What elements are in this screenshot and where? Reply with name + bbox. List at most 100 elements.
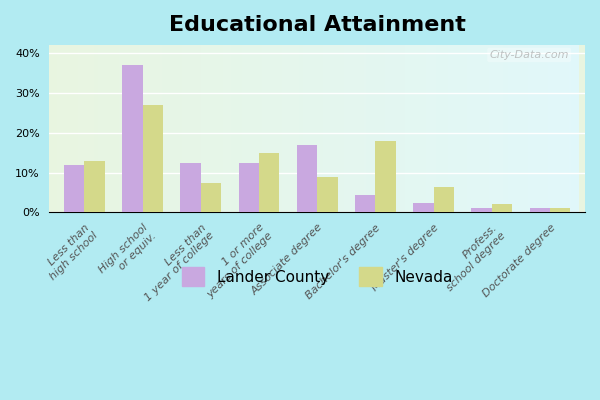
Bar (254, 45, 256, 212)
Bar (454, 45, 457, 212)
Bar (309, 45, 311, 212)
Bar (467, 45, 469, 212)
Bar (483, 45, 485, 212)
Bar (567, 45, 569, 212)
Bar (211, 45, 213, 212)
Bar (442, 45, 444, 212)
Bar (84, 45, 86, 212)
Bar (526, 45, 528, 212)
Bar (184, 45, 186, 212)
Bar (430, 45, 432, 212)
Bar (277, 45, 278, 212)
Bar (284, 45, 287, 212)
Bar (512, 45, 514, 212)
Bar (463, 45, 464, 212)
Bar (85, 161, 105, 212)
Bar (497, 45, 499, 212)
Bar (534, 45, 536, 212)
Bar (448, 45, 450, 212)
Bar (96, 45, 98, 212)
Bar (59, 45, 61, 212)
Bar (503, 45, 506, 212)
Bar (82, 45, 84, 212)
Bar (76, 45, 78, 212)
Bar (182, 45, 184, 212)
Bar (499, 45, 502, 212)
Bar (412, 45, 413, 212)
Bar (530, 45, 532, 212)
Bar (475, 45, 477, 212)
Bar (514, 45, 516, 212)
Bar (252, 45, 254, 212)
Bar (516, 45, 518, 212)
Bar (262, 45, 264, 212)
Bar (418, 45, 419, 212)
Bar (213, 45, 215, 212)
Bar (148, 45, 149, 212)
Bar (524, 45, 526, 212)
Bar (540, 45, 542, 212)
Bar (354, 45, 356, 212)
Bar (295, 45, 297, 212)
Bar (329, 45, 332, 212)
Bar (358, 45, 360, 212)
Bar (227, 45, 229, 212)
Bar (268, 45, 270, 212)
Bar (401, 45, 403, 212)
Bar (452, 45, 454, 212)
Bar (264, 45, 266, 212)
Bar (550, 208, 571, 212)
Bar (110, 45, 113, 212)
Bar (297, 45, 299, 212)
Bar (242, 45, 244, 212)
Bar (332, 45, 334, 212)
Bar (575, 45, 577, 212)
Bar (133, 45, 135, 212)
Bar (355, 194, 376, 212)
Bar (149, 45, 151, 212)
Bar (207, 45, 209, 212)
Bar (377, 45, 379, 212)
Bar (424, 45, 425, 212)
Bar (317, 45, 319, 212)
Bar (460, 45, 463, 212)
Bar (528, 45, 530, 212)
Bar (190, 45, 193, 212)
Bar (374, 45, 377, 212)
Bar (551, 45, 553, 212)
Bar (272, 45, 274, 212)
Bar (193, 45, 194, 212)
Text: City-Data.com: City-Data.com (490, 50, 569, 60)
Bar (422, 45, 424, 212)
Bar (174, 45, 176, 212)
Bar (135, 45, 137, 212)
Bar (542, 45, 544, 212)
Bar (176, 45, 178, 212)
Bar (328, 45, 329, 212)
Bar (350, 45, 352, 212)
Bar (127, 45, 129, 212)
Bar (399, 45, 401, 212)
Bar (518, 45, 520, 212)
Bar (103, 45, 104, 212)
Bar (393, 45, 395, 212)
Bar (379, 45, 380, 212)
Bar (259, 153, 280, 212)
Bar (131, 45, 133, 212)
Title: Educational Attainment: Educational Attainment (169, 15, 466, 35)
Bar (225, 45, 227, 212)
Bar (559, 45, 561, 212)
Bar (548, 45, 551, 212)
Bar (221, 45, 223, 212)
Bar (170, 45, 172, 212)
Bar (403, 45, 405, 212)
Bar (235, 45, 238, 212)
Bar (428, 45, 430, 212)
Bar (122, 65, 143, 212)
Bar (458, 45, 460, 212)
Bar (536, 45, 538, 212)
Bar (395, 45, 397, 212)
Bar (172, 45, 174, 212)
Bar (508, 45, 509, 212)
Bar (471, 45, 473, 212)
